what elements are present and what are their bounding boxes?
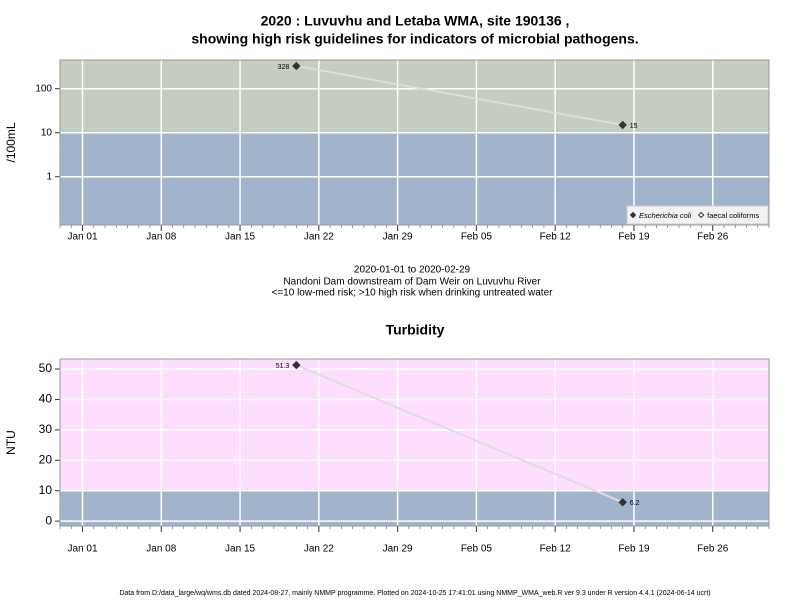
x-tick-label: Jan 08 bbox=[146, 544, 176, 555]
data-label: 328 bbox=[278, 64, 290, 71]
x-tick-label: Jan 01 bbox=[67, 232, 97, 243]
series-line bbox=[296, 65, 623, 126]
data-point bbox=[618, 120, 627, 130]
legend-label: faecal coliforms bbox=[707, 211, 759, 220]
x-tick-label: Feb 26 bbox=[697, 232, 729, 243]
data-point bbox=[618, 498, 627, 507]
chart-title: Turbidity bbox=[386, 322, 445, 338]
x-tick-label: Jan 15 bbox=[225, 544, 255, 555]
y-tick-label: 100 bbox=[35, 83, 52, 94]
y-tick-label: 10 bbox=[39, 483, 53, 497]
data-point bbox=[292, 360, 301, 370]
x-tick-label: Jan 15 bbox=[225, 232, 255, 243]
x-tick-label: Feb 05 bbox=[461, 544, 493, 555]
x-tick-label: Jan 08 bbox=[146, 232, 176, 243]
subtitle: <=10 low-med risk; >10 high risk when dr… bbox=[272, 288, 554, 299]
legend-marker bbox=[697, 211, 705, 219]
data-label: 51.3 bbox=[276, 363, 290, 370]
x-tick-label: Feb 19 bbox=[618, 544, 650, 555]
y-tick-label: 1 bbox=[46, 171, 52, 182]
x-tick-label: Jan 29 bbox=[383, 232, 413, 243]
high-risk-band bbox=[60, 359, 769, 491]
x-tick-label: Feb 26 bbox=[697, 544, 729, 555]
subtitle: Nandoni Dam downstream of Dam Weir on Lu… bbox=[283, 277, 541, 288]
y-tick-label: 20 bbox=[39, 452, 53, 466]
y-tick-label: 50 bbox=[39, 361, 53, 375]
x-tick-label: Jan 22 bbox=[304, 544, 334, 555]
y-axis-label: /100mL bbox=[4, 122, 18, 162]
subtitle: 2020-01-01 to 2020-02-29 bbox=[354, 265, 471, 276]
x-tick-label: Feb 12 bbox=[540, 544, 572, 555]
series-line bbox=[295, 364, 624, 504]
plot-frame bbox=[59, 358, 770, 527]
data-point bbox=[292, 61, 301, 71]
data-label: 6.2 bbox=[630, 500, 640, 507]
x-tick-label: Feb 19 bbox=[618, 232, 650, 243]
legend-marker bbox=[629, 211, 637, 219]
y-axis-label: NTU bbox=[4, 430, 18, 455]
data-label: 15 bbox=[630, 123, 638, 130]
x-tick-label: Feb 05 bbox=[461, 232, 493, 243]
x-tick-label: Jan 29 bbox=[383, 544, 413, 555]
x-tick-label: Feb 12 bbox=[540, 232, 572, 243]
chart-title: 2020 : Luvuvhu and Letaba WMA, site 1901… bbox=[261, 13, 570, 29]
legend-box bbox=[626, 205, 769, 225]
plot-frame bbox=[59, 59, 770, 226]
y-tick-label: 10 bbox=[41, 127, 53, 138]
x-tick-label: Jan 01 bbox=[67, 544, 97, 555]
x-tick-label: Jan 22 bbox=[304, 232, 334, 243]
high-risk-band bbox=[60, 60, 769, 133]
y-tick-label: 0 bbox=[45, 513, 52, 527]
y-tick-label: 40 bbox=[39, 392, 53, 406]
legend-label: Escherichia coli bbox=[639, 211, 691, 220]
footer: Data from D:/data_large/wq/wms.db dated … bbox=[119, 590, 710, 597]
y-tick-label: 30 bbox=[39, 422, 53, 436]
low-risk-band bbox=[60, 490, 769, 526]
chart-title: showing high risk guidelines for indicat… bbox=[191, 31, 638, 47]
